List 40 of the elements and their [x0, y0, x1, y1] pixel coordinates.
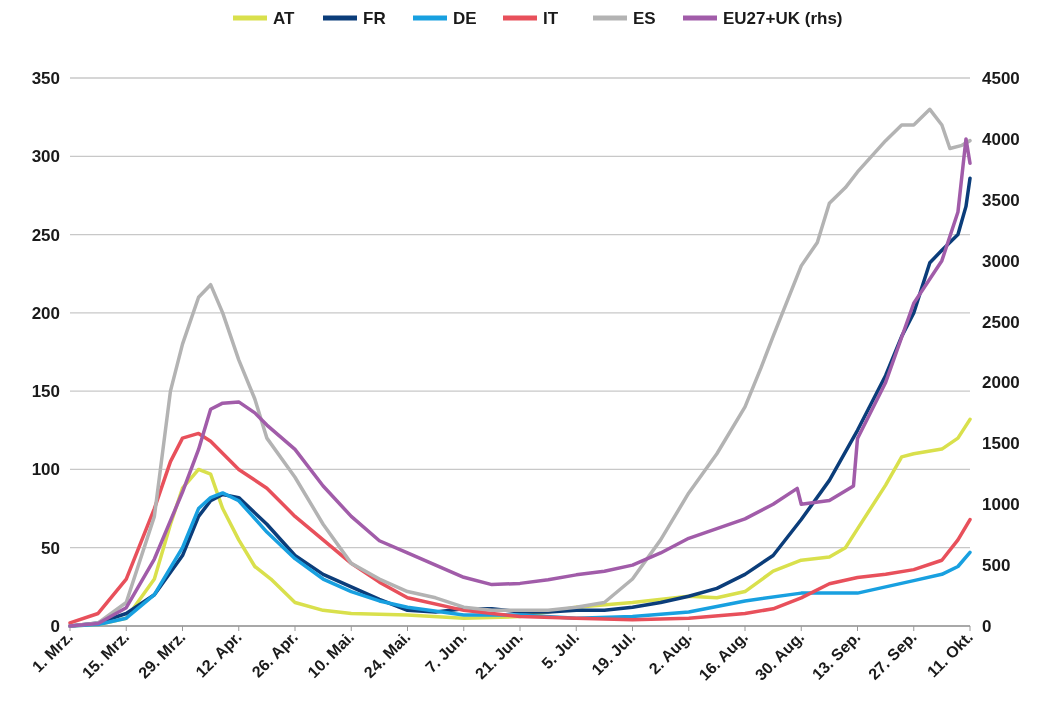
x-tick-label: 19. Jul.	[588, 628, 639, 679]
x-tick-label: 29. Mrz.	[135, 628, 189, 682]
x-tick-label: 27. Sep.	[865, 628, 920, 683]
x-tick-label: 2. Aug.	[645, 628, 695, 678]
y-tick-label: 350	[31, 68, 60, 88]
x-tick-label: 30. Aug.	[751, 628, 808, 684]
legend-label: AT	[273, 9, 296, 28]
legend-label: FR	[363, 9, 386, 28]
x-tick-label: 16. Aug.	[695, 628, 752, 684]
y2-tick-label: 3000	[982, 251, 1020, 271]
x-tick-label: 21. Jun.	[471, 628, 527, 683]
y2-tick-label: 3500	[982, 190, 1020, 210]
y2-tick-label: 0	[982, 616, 992, 636]
y-tick-label: 100	[31, 460, 60, 480]
x-tick-label: 11. Okt.	[923, 628, 977, 681]
x-tick-label: 5. Jul.	[538, 628, 583, 673]
y-tick-label: 200	[31, 303, 60, 323]
y-tick-label: 50	[41, 538, 60, 558]
x-tick-label: 24. Mai.	[360, 628, 414, 681]
x-tick-label: 12. Apr.	[192, 628, 245, 681]
x-tick-label: 15. Mrz.	[78, 628, 133, 682]
x-tick-label: 13. Sep.	[808, 628, 864, 683]
legend-label: ES	[633, 9, 656, 28]
x-tick-label: 10. Mai.	[304, 628, 358, 681]
y2-tick-label: 2000	[982, 373, 1020, 393]
y2-tick-label: 4500	[982, 68, 1020, 88]
y-tick-label: 250	[31, 225, 60, 245]
x-tick-label: 7. Jun.	[422, 628, 470, 676]
y2-tick-label: 500	[982, 556, 1011, 576]
y2-tick-label: 4000	[982, 129, 1020, 149]
y-tick-label: 150	[31, 382, 60, 402]
legend-label: EU27+UK (rhs)	[723, 9, 843, 28]
x-tick-label: 26. Apr.	[248, 628, 302, 681]
y2-tick-label: 2500	[982, 312, 1020, 332]
legend-label: IT	[543, 9, 559, 28]
y2-tick-label: 1500	[982, 434, 1020, 454]
y2-tick-label: 1000	[982, 495, 1020, 515]
y-tick-label: 0	[50, 616, 60, 636]
legend-label: DE	[453, 9, 477, 28]
y-tick-label: 300	[31, 147, 60, 167]
